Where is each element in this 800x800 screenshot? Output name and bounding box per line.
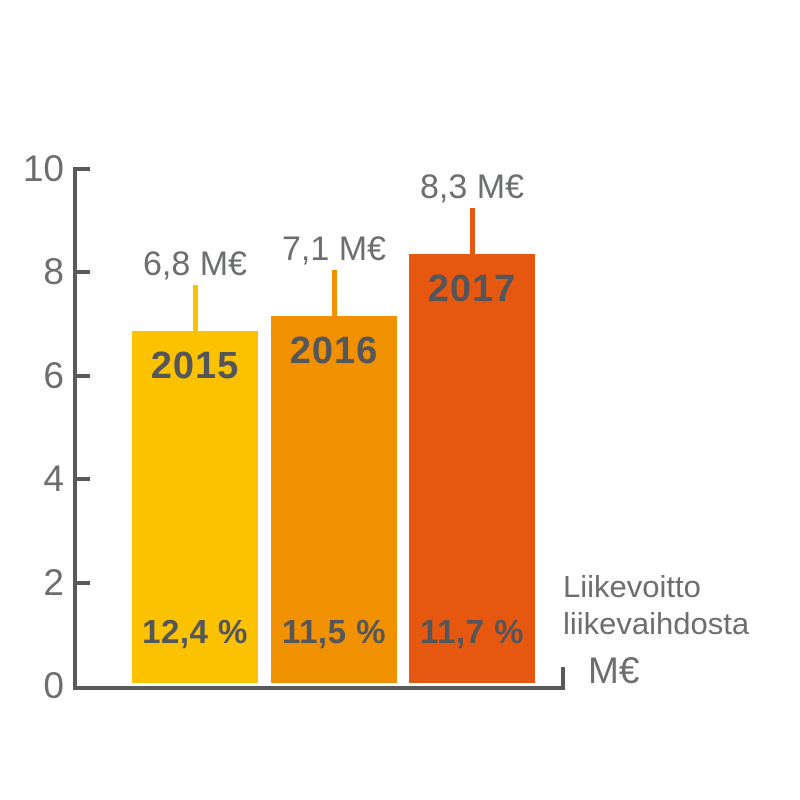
x-axis-line bbox=[73, 686, 565, 690]
annotation-line-1: Liikevoitto bbox=[563, 569, 701, 604]
axis-unit-label: M€ bbox=[588, 650, 640, 691]
y-axis-tick-label: 8 bbox=[43, 251, 64, 293]
bar-year-label: 2015 bbox=[150, 345, 240, 387]
y-axis-tick-mark bbox=[77, 580, 90, 585]
bar-2016: 2016 11,5 % bbox=[271, 316, 397, 683]
bar-callout-line bbox=[469, 208, 475, 254]
y-axis-tick-mark bbox=[77, 373, 90, 378]
bar-value-label: 8,3 M€ bbox=[420, 168, 524, 206]
bar-year-label: 2017 bbox=[427, 268, 517, 310]
annotation-liikevoitto: Liikevoitto liikevaihdosta bbox=[563, 568, 749, 642]
bar-2015: 2015 12,4 % bbox=[132, 331, 258, 683]
y-axis-tick-mark bbox=[77, 270, 90, 275]
bar-callout-line bbox=[331, 270, 337, 316]
bar-percent-label: 12,4 % bbox=[142, 613, 248, 650]
bar-2017: 2017 11,7 % bbox=[409, 254, 535, 683]
y-axis-tick-label: 10 bbox=[22, 148, 64, 189]
bar-callout-line bbox=[192, 285, 198, 331]
y-axis-tick-label: 4 bbox=[43, 458, 64, 500]
y-axis-tick-label: 2 bbox=[43, 561, 64, 603]
bar-year-label: 2016 bbox=[289, 330, 379, 372]
bar-value-label: 7,1 M€ bbox=[282, 230, 386, 268]
y-axis-tick-mark bbox=[77, 167, 90, 171]
y-axis-tick-label: 0 bbox=[43, 665, 64, 706]
y-axis-tick-mark bbox=[77, 477, 90, 482]
bar-percent-label: 11,7 % bbox=[420, 613, 524, 650]
bar-value-label: 6,8 M€ bbox=[143, 245, 247, 283]
annotation-line-2: liikevaihdosta bbox=[563, 606, 750, 641]
x-axis-end-tick bbox=[561, 667, 565, 686]
y-axis-tick-label: 6 bbox=[43, 354, 64, 396]
bar-percent-label: 11,5 % bbox=[282, 613, 386, 650]
y-axis-line bbox=[73, 167, 77, 690]
